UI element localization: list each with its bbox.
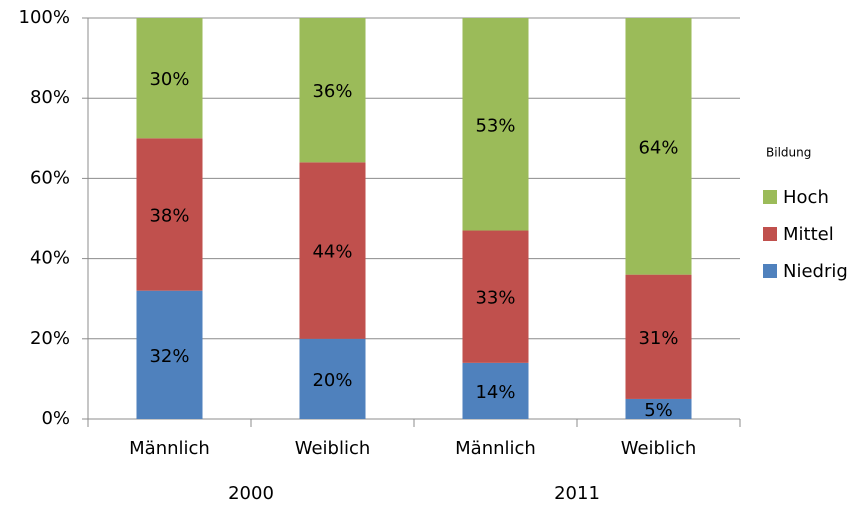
data-label: 30% <box>149 69 189 90</box>
data-label: 64% <box>638 137 678 158</box>
data-label: 5% <box>644 400 673 421</box>
bar-segment <box>136 18 203 139</box>
bar-segment <box>625 274 692 399</box>
data-label: 53% <box>475 115 515 136</box>
bar-segment <box>136 290 203 419</box>
data-label: 31% <box>638 328 678 349</box>
bar-segment <box>299 18 366 163</box>
legend-label: Hoch <box>783 187 829 208</box>
x-tick-label: Männlich <box>129 438 210 459</box>
y-tick-label: 100% <box>19 7 70 28</box>
bar-segment <box>462 230 529 363</box>
legend-label: Niedrig <box>783 261 848 282</box>
y-tick-label: 80% <box>30 87 70 108</box>
data-label: 20% <box>312 370 352 391</box>
legend-title: Bildung <box>766 146 811 160</box>
bar-segment <box>462 362 529 419</box>
bar-segment <box>299 162 366 339</box>
data-label: 36% <box>312 81 352 102</box>
data-label: 14% <box>475 382 515 403</box>
x-tick-label: Männlich <box>455 438 536 459</box>
data-label: 38% <box>149 205 189 226</box>
y-tick-label: 60% <box>30 167 70 188</box>
legend-swatch <box>763 227 777 241</box>
legend-swatch <box>763 190 777 204</box>
bar-segment <box>625 398 692 419</box>
x-tick-label: Weiblich <box>295 438 371 459</box>
y-tick-label: 20% <box>30 328 70 349</box>
y-tick-label: 0% <box>41 408 70 429</box>
x-tick-label: Weiblich <box>621 438 697 459</box>
data-label: 33% <box>475 288 515 309</box>
group-label: 2000 <box>228 483 274 504</box>
group-label: 2011 <box>554 483 600 504</box>
data-label: 44% <box>312 242 352 263</box>
legend-label: Mittel <box>783 224 834 245</box>
data-label: 32% <box>149 346 189 367</box>
bar-segment <box>299 338 366 419</box>
y-tick-label: 40% <box>30 248 70 269</box>
bar-segment <box>462 18 529 231</box>
bar-segment <box>625 18 692 275</box>
bar-segment <box>136 138 203 291</box>
legend-swatch <box>763 264 777 278</box>
